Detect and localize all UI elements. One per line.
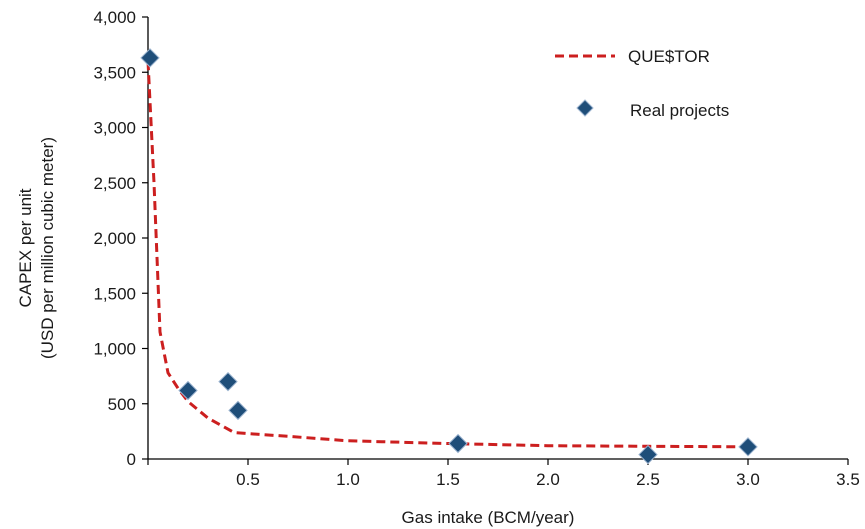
x-tick-label: 3.0 [736, 470, 760, 489]
y-tick-label: 3,500 [93, 63, 136, 82]
y-tick-label: 0 [127, 450, 136, 469]
data-point-real-project [638, 444, 658, 465]
y-tick-label: 3,000 [93, 119, 136, 138]
y-tick-label: 2,000 [93, 229, 136, 248]
series-line-questor [146, 61, 749, 449]
data-point-real-project [218, 371, 238, 392]
y-axis-label-line-1: CAPEX per unit [16, 188, 35, 307]
x-tick-label: 3.5 [836, 470, 860, 489]
y-tick-label: 500 [108, 395, 136, 414]
data-point-real-project [228, 400, 248, 421]
y-tick-label: 1,500 [93, 284, 136, 303]
tick-group: 0 500 1,000 1,500 2,000 2,500 3,000 3,500 4,000 0… [93, 8, 859, 489]
x-axis-label: Gas intake (BCM/year) [402, 508, 575, 527]
series-layer [140, 48, 758, 465]
y-tick-label: 4,000 [93, 8, 136, 27]
legend-marker-swatch [576, 99, 594, 117]
x-tick-label: 1.5 [436, 470, 460, 489]
y-tick-label: 2,500 [93, 174, 136, 193]
y-axis-label-line-2: (USD per million cubic meter) [38, 137, 57, 359]
data-point-real-project [178, 380, 198, 401]
legend: QUE$TOR Real projects [555, 47, 729, 120]
x-tick-label: 1.0 [336, 470, 360, 489]
y-tick-label: 1,000 [93, 340, 136, 359]
x-tick-label: 2.5 [636, 470, 660, 489]
axes [147, 17, 848, 460]
data-point-real-project [738, 437, 758, 457]
data-point-real-project [448, 433, 468, 454]
legend-label-real-projects: Real projects [630, 101, 729, 120]
legend-label-questor: QUE$TOR [628, 47, 710, 66]
x-tick-label: 2.0 [536, 470, 560, 489]
data-point-real-project [140, 48, 160, 68]
x-tick-label: 0.5 [236, 470, 260, 489]
